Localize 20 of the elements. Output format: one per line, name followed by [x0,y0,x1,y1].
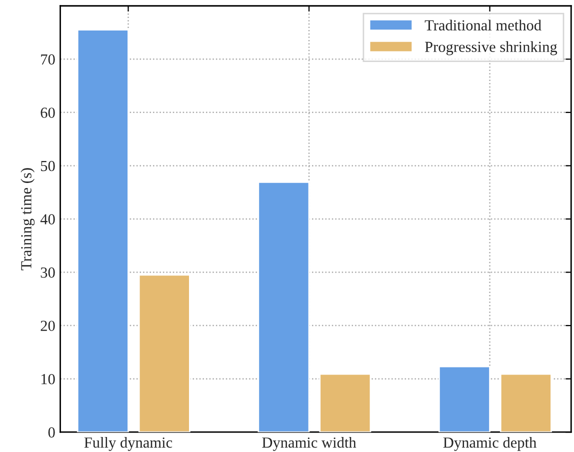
x-tick-label: Fully dynamic [84,436,172,451]
y-axis-title: Training time (s) [20,168,35,270]
x-tick-label: Dynamic width [262,436,356,451]
bar [76,29,129,432]
y-tick-label: 20 [40,320,55,332]
bar [138,274,190,432]
y-tick-label: 40 [40,214,55,224]
y-tick-label: 10 [41,374,55,384]
y-tick-label: 0 [48,427,55,438]
x-tick-label: Dynamic depth [443,436,536,451]
bar [500,373,552,432]
bar [258,182,310,432]
y-tick-label: 70 [41,54,55,65]
legend-label: Progressive shrinking [424,41,558,56]
y-tick-label: 50 [41,160,55,172]
bar [438,366,490,432]
y-tick-label: 60 [40,108,55,118]
y-tick-label: 30 [40,267,55,278]
bar [319,373,372,432]
legend-label: Traditional method [424,20,542,30]
